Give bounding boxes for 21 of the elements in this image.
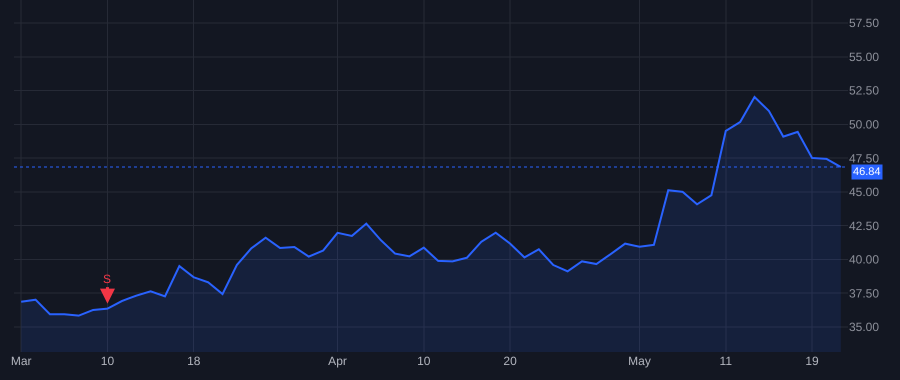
x-tick-label: 18	[187, 354, 201, 368]
y-tick-label: 57.50	[849, 16, 880, 30]
y-tick-label: 52.50	[849, 84, 880, 98]
y-tick-label: 35.00	[849, 320, 880, 334]
ref-line-label: 46.84	[853, 166, 881, 178]
x-tick-label: 20	[503, 354, 518, 368]
annotation: S	[103, 272, 112, 286]
x-tick-label: 19	[805, 354, 820, 368]
y-tick-label: 40.00	[849, 252, 880, 267]
y-tick-label: 42.50	[849, 218, 880, 233]
x-tick-label: May	[628, 354, 651, 368]
y-tick-label: 37.50	[849, 286, 880, 300]
y-tick-label: 55.00	[849, 50, 880, 64]
y-tick-label: 50.00	[849, 118, 880, 132]
y-tick-label: 47.50	[849, 151, 880, 166]
x-tick-label: 10	[100, 354, 114, 368]
x-tick-label: 10	[417, 354, 431, 368]
x-tick-label: 11	[720, 354, 732, 368]
x-tick-label: Mar	[10, 354, 32, 368]
x-tick-label: Apr	[328, 354, 347, 368]
y-tick-label: 45.00	[849, 185, 880, 200]
